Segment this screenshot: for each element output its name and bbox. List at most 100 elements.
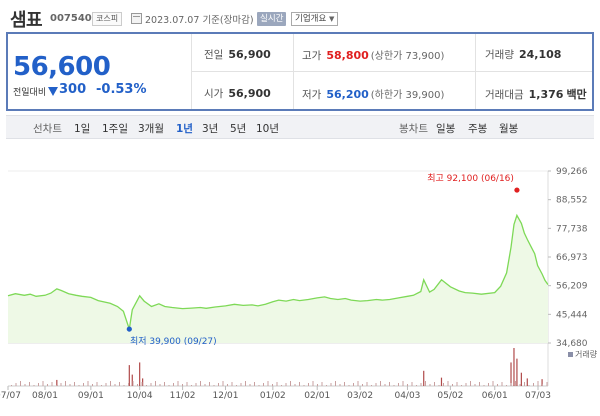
volume-bar	[380, 381, 381, 386]
low-price: 저가 56,200 (하한가 39,900)	[302, 86, 444, 102]
volume-bar	[312, 381, 314, 386]
volume-bar	[492, 381, 494, 386]
realtime-button[interactable]: 실시간	[257, 12, 287, 26]
volume-bar	[227, 384, 228, 386]
y-tick-label: 77,738	[556, 224, 588, 234]
volume-bar	[371, 385, 372, 386]
volume-bar	[128, 365, 130, 386]
volume-bar	[479, 382, 480, 386]
volume-bar	[483, 385, 485, 386]
volume-bar	[308, 383, 309, 386]
volume-bar	[159, 384, 161, 386]
x-tick-label: 03/02	[347, 391, 373, 401]
high-value: 58,800	[326, 49, 369, 62]
volume-bar	[429, 384, 431, 386]
volume-bar	[83, 383, 84, 386]
volume-bar	[38, 383, 39, 386]
volume-bar	[290, 381, 291, 386]
x-tick-label: 11/02	[170, 391, 196, 401]
period-1w[interactable]: 1주일	[102, 123, 129, 135]
low-label: 저가	[302, 89, 322, 101]
volume-bar	[150, 383, 152, 386]
volume-bar	[516, 358, 518, 386]
x-tick-label: 07/07	[0, 391, 21, 401]
volume-bar	[60, 383, 62, 386]
candle-daily[interactable]: 일봉	[436, 123, 456, 135]
volume-bar	[191, 385, 192, 386]
volume-bar	[42, 381, 44, 386]
volume-bar	[389, 382, 390, 386]
low-marker	[126, 326, 132, 332]
open-label: 시가	[204, 88, 224, 100]
volume-bar	[105, 383, 107, 386]
volume-bar	[114, 384, 116, 386]
volume-bar	[186, 382, 188, 386]
company-info-dropdown[interactable]: 기업개요 ▼	[291, 12, 339, 26]
price-chart[interactable]: 99,266 88,552 77,738 66,973 56,209 45,444 34,6…	[0, 160, 600, 416]
volume-bar	[92, 384, 93, 386]
x-tick-label: 05/02	[437, 391, 463, 401]
volume-bar	[164, 382, 165, 386]
upper-limit: (상한가 73,900)	[370, 51, 445, 62]
volume-bar	[213, 385, 215, 386]
volume-bar	[402, 381, 404, 386]
volume-bar	[142, 378, 144, 386]
period-1d[interactable]: 1일	[74, 123, 91, 135]
candle-weekly[interactable]: 주봉	[468, 123, 488, 135]
y-tick-label: 45,444	[556, 310, 588, 320]
period-10y[interactable]: 10년	[256, 123, 280, 135]
volume-bar	[137, 384, 138, 386]
period-3y[interactable]: 3년	[202, 123, 219, 135]
chevron-down-icon: ▼	[328, 15, 335, 23]
high-price: 고가 58,800 (상한가 73,900)	[302, 47, 444, 63]
volume-bar	[285, 383, 287, 386]
volume-bar	[101, 385, 102, 386]
period-1y[interactable]: 1년	[176, 123, 193, 135]
period-3m[interactable]: 3개월	[138, 123, 165, 135]
volume-bar	[240, 383, 242, 386]
volume-bar	[423, 370, 425, 386]
volume-bar	[222, 381, 224, 386]
volume-bar	[546, 382, 548, 386]
date-basis: 기준(장마감)	[202, 15, 254, 26]
date-value: 2023.07.07	[145, 15, 200, 26]
volume-bar	[339, 384, 341, 386]
x-tick-label: 01/02	[260, 391, 286, 401]
volume-bar	[303, 385, 305, 386]
volume-bar	[78, 385, 80, 386]
volume-bar	[96, 382, 98, 386]
volume-bar	[281, 385, 282, 386]
volume-bar	[20, 381, 21, 386]
volume-bar	[411, 382, 413, 386]
volume-bar	[177, 381, 179, 386]
x-tick-label: 10/04	[127, 391, 153, 401]
volume-bar	[51, 382, 53, 386]
candle-monthly[interactable]: 월봉	[499, 123, 519, 135]
x-tick-label: 02/01	[304, 391, 330, 401]
x-tick-label: 12/01	[213, 391, 239, 401]
volume-bar	[33, 385, 35, 386]
volume-bar	[438, 385, 440, 386]
volume-bar	[524, 382, 525, 386]
volume-bar	[139, 362, 141, 386]
volume-bar	[398, 383, 399, 386]
volume-bar	[29, 382, 30, 386]
price-summary-box: 56,600 전일대비 300 -0.53% 전일 56,900 고가 58,800…	[6, 32, 594, 111]
low-annotation: 최저 39,900 (09/27)	[130, 336, 217, 347]
volume-bar	[267, 381, 269, 386]
amount-label: 거래대금	[485, 89, 524, 101]
period-5y[interactable]: 5년	[230, 123, 247, 135]
volume-bar	[520, 372, 522, 386]
volume-bar	[87, 381, 89, 386]
volume-bar	[510, 383, 512, 386]
volume-bar	[168, 385, 170, 386]
volume-bar	[384, 384, 386, 386]
volume-bar	[465, 383, 467, 386]
volume-bar	[132, 381, 134, 386]
line-chart-label: 선차트	[33, 123, 62, 135]
stock-header: 샘표 007540 코스피 2023.07.07 기준(장마감) 실시간 기업개…	[0, 0, 600, 32]
volume-bar	[344, 382, 345, 386]
volume-bar	[204, 384, 206, 386]
y-tick-label: 56,209	[556, 282, 588, 292]
volume-bar	[131, 374, 133, 386]
